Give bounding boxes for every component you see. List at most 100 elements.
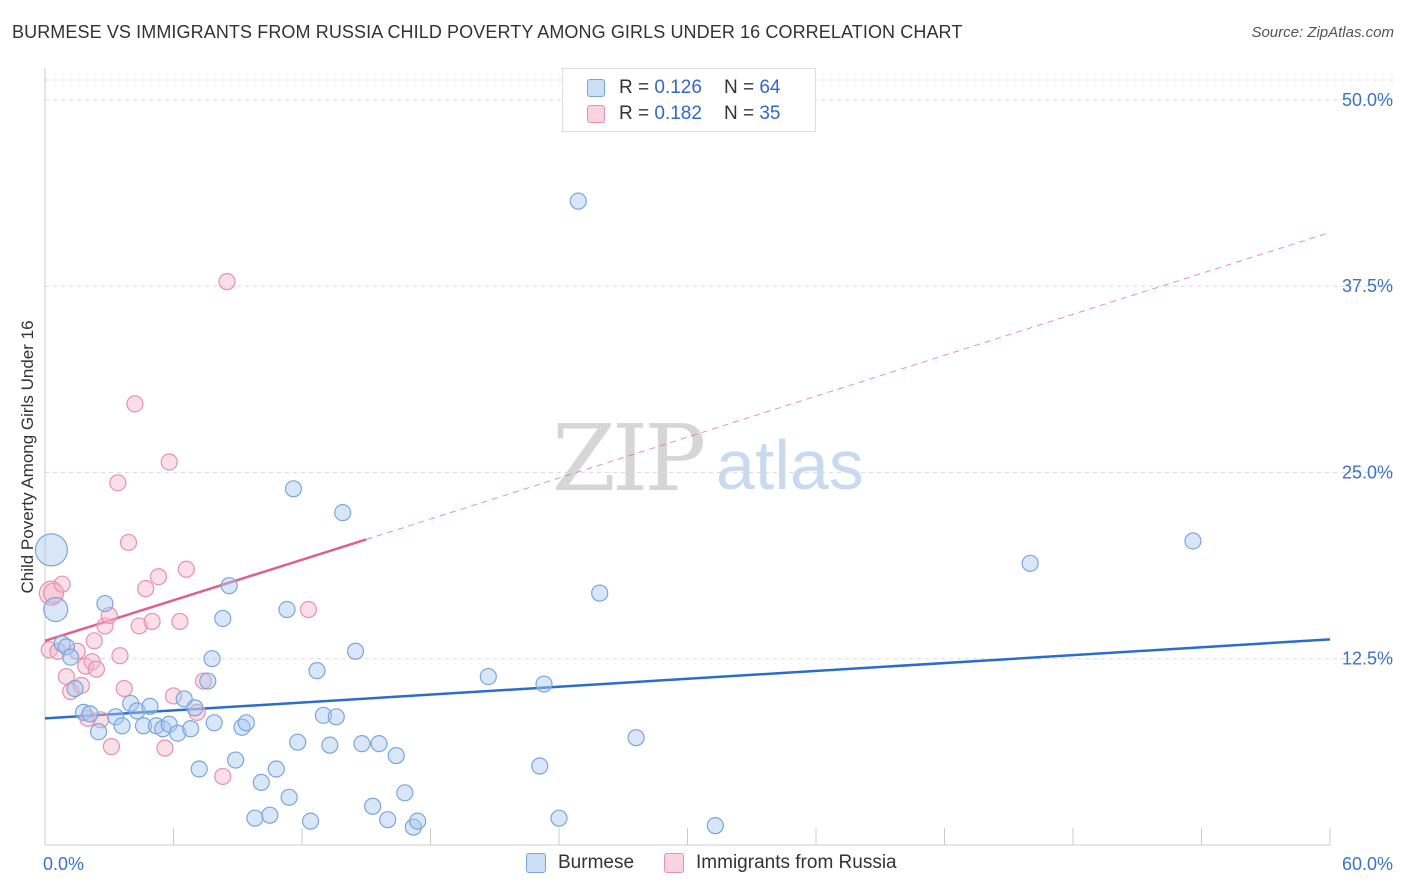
legend-n-value: 64 (759, 77, 781, 98)
burmese-point (227, 751, 245, 769)
y-tick-label: 37.5% (1342, 276, 1393, 296)
burmese-point (141, 697, 159, 715)
points-layer (34, 192, 1202, 836)
burmese-point (387, 746, 405, 765)
burmese-point (89, 723, 108, 741)
burmese-point (220, 577, 238, 595)
russia-point (119, 533, 138, 552)
burmese-point (182, 720, 200, 738)
chart-title: BURMESE VS IMMIGRANTS FROM RUSSIA CHILD … (12, 22, 963, 42)
axes-layer (44, 68, 1331, 846)
burmese-point (237, 714, 255, 732)
burmese-point (267, 760, 285, 778)
legend-item-russia[interactable]: Immigrants from Russia (664, 852, 897, 874)
burmese-point (113, 717, 131, 735)
russia-point (102, 738, 120, 756)
burmese-point (1021, 554, 1039, 572)
russia-point (130, 617, 148, 635)
russia-point (126, 395, 144, 413)
burmese-point (301, 812, 320, 830)
trend-layer (44, 231, 1331, 720)
burmese-point (96, 594, 114, 613)
burmese-point (289, 733, 307, 751)
legend-r-label: R = (619, 77, 650, 98)
series-legend: Burmese Immigrants from Russia (526, 852, 927, 874)
legend-label-russia: Immigrants from Russia (696, 852, 897, 873)
burmese-point (308, 662, 326, 680)
russia-point (188, 703, 206, 721)
burmese-point (364, 797, 382, 815)
russia-point (218, 273, 236, 291)
legend-row-russia: R = 0.182 N = 35 (587, 103, 780, 125)
burmese-point (62, 648, 80, 666)
legend-r-label: R = (619, 103, 650, 124)
burmese-point (531, 757, 549, 775)
burmese-point (370, 735, 388, 753)
russia-trendline-extension (366, 231, 1331, 540)
burmese-point (74, 703, 93, 721)
burmese-point (160, 715, 178, 733)
burmese-trendline (44, 638, 1331, 720)
burmese-point (203, 650, 221, 668)
russia-point (177, 560, 195, 578)
burmese-point (214, 609, 232, 628)
burmese-point (706, 817, 724, 835)
burmese-point (327, 708, 345, 726)
burmese-point (627, 729, 645, 747)
watermark-zip: ZIP (552, 405, 706, 512)
legend-n-value: 35 (759, 103, 781, 124)
y-tick-label: 50.0% (1342, 90, 1393, 110)
russia-point (115, 679, 133, 698)
x-tick-label: 0.0% (43, 854, 84, 874)
burmese-point (205, 714, 223, 732)
russia-point (214, 767, 232, 786)
x-tick-label: 60.0% (1342, 854, 1393, 874)
russia-point (137, 580, 155, 598)
burmese-point (334, 504, 352, 522)
russia-legend-swatch (664, 853, 685, 873)
burmese-legend-swatch (526, 853, 546, 873)
burmese-point (409, 812, 427, 830)
burmese-point (134, 717, 153, 735)
burmese-point (34, 533, 69, 567)
russia-point (164, 687, 183, 705)
legend-label-burmese: Burmese (558, 852, 635, 873)
burmese-point (591, 584, 609, 602)
burmese-point (199, 672, 217, 690)
legend-r-value: 0.126 (654, 77, 702, 98)
russia-point (109, 474, 127, 492)
y-tick-label: 25.0% (1342, 462, 1393, 482)
burmese-point (479, 667, 497, 686)
russia-swatch (587, 105, 605, 123)
burmese-point (107, 708, 125, 726)
russia-point (194, 672, 213, 690)
legend-item-burmese[interactable]: Burmese (526, 852, 634, 874)
russia-point (96, 617, 114, 635)
russia-point (299, 600, 318, 619)
burmese-swatch (587, 79, 605, 97)
burmese-point (261, 806, 279, 824)
correlation-legend: R = 0.126 N = 64 R = 0.182 N = 35 (562, 68, 816, 132)
russia-point (156, 739, 174, 757)
legend-r-value: 0.182 (654, 103, 702, 124)
russia-point (111, 647, 129, 665)
russia-point (53, 575, 71, 593)
labels-layer: 12.5% 25.0% 37.5% 50.0% 0.0% 60.0% Child Pover… (18, 90, 1393, 874)
y-axis-title: Child Poverty Among Girls Under 16 (18, 320, 37, 593)
burmese-point (57, 638, 76, 656)
burmese-point (535, 675, 553, 693)
burmese-point (396, 784, 414, 802)
burmese-point (186, 699, 204, 717)
russia-point (171, 612, 189, 631)
burmese-point (569, 192, 587, 210)
russia-point (68, 642, 86, 660)
burmese-point (66, 679, 84, 698)
burmese-point (252, 773, 270, 792)
russia-point (143, 612, 161, 631)
burmese-point (128, 702, 146, 720)
burmese-point (550, 809, 568, 827)
y-tick-label: 12.5% (1342, 649, 1393, 669)
russia-point (160, 453, 178, 471)
burmese-point (169, 724, 187, 742)
